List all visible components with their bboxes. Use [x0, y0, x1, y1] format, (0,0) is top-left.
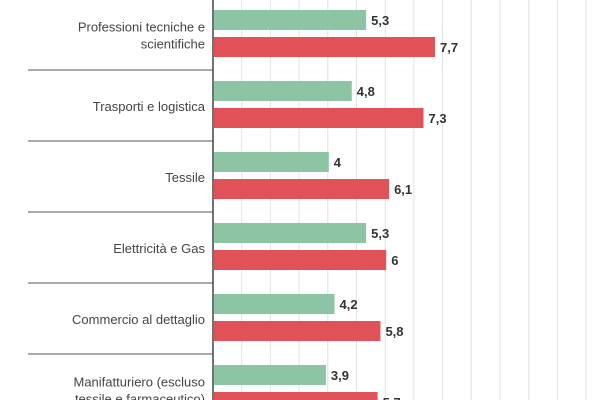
- data-label: 7,3: [429, 111, 447, 126]
- data-label: 6,1: [394, 182, 412, 197]
- bar-green: [214, 152, 329, 172]
- category-label: Tessile: [165, 170, 205, 185]
- bar-green: [214, 223, 367, 243]
- category-label: Manifatturiero (escluso tessile e farmace…: [74, 375, 206, 400]
- bar-red: [214, 321, 381, 341]
- bar-red: [214, 392, 378, 400]
- data-label: 4,2: [340, 297, 358, 312]
- bar-green: [214, 294, 335, 314]
- category-label: Trasporti e logistica: [93, 99, 206, 114]
- bar-red: [214, 108, 424, 128]
- bar-green: [214, 10, 367, 30]
- data-label: 7,7: [440, 40, 458, 55]
- bar-red: [214, 250, 387, 270]
- bar-green: [214, 365, 326, 385]
- data-label: 5,8: [385, 324, 403, 339]
- data-label: 4: [334, 155, 342, 170]
- category-label: Commercio al dettaglio: [72, 312, 205, 327]
- data-label: 6: [391, 253, 398, 268]
- data-label: 5,3: [371, 13, 389, 28]
- data-label: 5,7: [383, 395, 401, 400]
- bar-red: [214, 179, 390, 199]
- bar-red: [214, 37, 435, 57]
- data-label: 5,3: [371, 226, 389, 241]
- data-label: 3,9: [331, 368, 349, 383]
- category-label: Elettricità e Gas: [113, 241, 205, 256]
- bar-green: [214, 81, 352, 101]
- category-label: Professioni tecniche e scientifiche: [78, 20, 205, 52]
- data-label: 4,8: [357, 84, 375, 99]
